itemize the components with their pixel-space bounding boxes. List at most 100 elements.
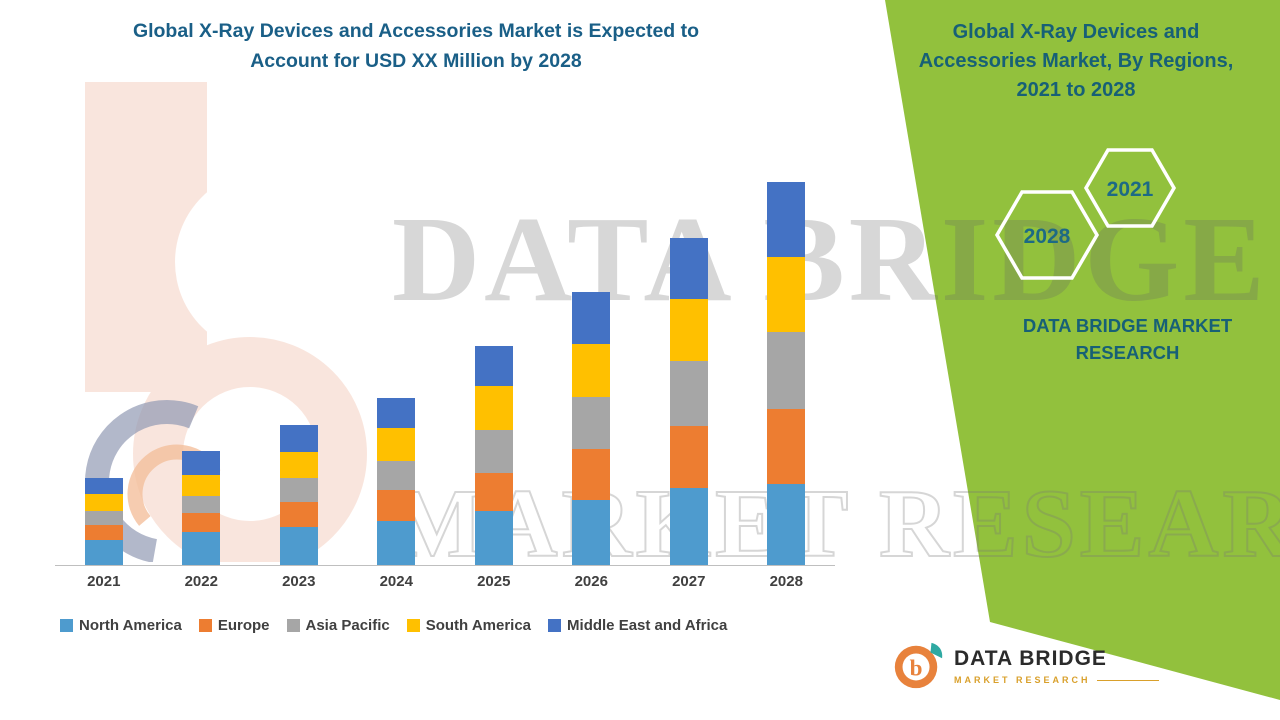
segment-2022-north-america (182, 532, 221, 565)
stacked-bar-2026 (572, 291, 611, 565)
logo-inner-circle (902, 653, 930, 681)
bar-column-2026 (543, 180, 641, 565)
segment-2024-middle-east-and-africa (377, 397, 416, 429)
legend-swatch-asia-pacific (286, 619, 300, 632)
watermark-text-line1: DATA BRIDGE (392, 192, 1269, 327)
x-tick-2023: 2023 (282, 573, 316, 590)
watermark-navy-swirl (85, 400, 249, 562)
watermark-logo-icon (85, 82, 367, 562)
x-tick-2024: 2024 (379, 573, 413, 590)
segment-2026-europe (572, 449, 611, 500)
bar-column-2021 (55, 180, 153, 565)
x-tick-2026: 2026 (574, 573, 608, 590)
footer-logo: b DATA BRIDGE MARKET RESEARCH (890, 638, 1159, 694)
stacked-bar-2024 (377, 397, 416, 565)
segment-2027-asia-pacific (669, 360, 708, 427)
x-tick-2028: 2028 (769, 573, 803, 590)
segment-2025-middle-east-and-africa (474, 345, 513, 386)
legend-label-middle-east-and-africa: Middle East and Africa (567, 617, 728, 634)
logo-b-glyph: b (910, 656, 923, 682)
segment-2026-asia-pacific (572, 397, 611, 450)
segment-2027-middle-east-and-africa (669, 237, 708, 300)
x-tick-2027: 2027 (672, 573, 706, 590)
side-panel-title-line3: 2021 to 2028 (1016, 79, 1136, 101)
x-tick-2021: 2021 (87, 573, 121, 590)
legend-swatch-south-america (406, 619, 420, 632)
x-tick-2025: 2025 (477, 573, 511, 590)
stacked-bar-2021 (84, 478, 123, 565)
legend-item-asia-pacific: Asia Pacific (286, 617, 390, 634)
data-bridge-logo-icon: b (894, 642, 943, 689)
stacked-bar-2023 (279, 424, 318, 565)
x-axis: 2021 2022 2023 2024 2025 2026 2027 2028 (55, 573, 835, 590)
hexagon-2021 (1083, 148, 1177, 228)
segment-2024-north-america (377, 520, 416, 565)
segment-2022-middle-east-and-africa (182, 451, 221, 475)
segment-2028-middle-east-and-africa (767, 181, 806, 257)
bar-column-2027 (640, 180, 738, 565)
segment-2023-europe (279, 501, 318, 527)
chart-title-line1: Global X-Ray Devices and Accessories Mar… (132, 20, 700, 42)
bar-column-2025 (445, 180, 543, 565)
segment-2022-asia-pacific (182, 495, 221, 514)
stacked-bar-2022 (182, 451, 221, 565)
segment-2025-south-america (474, 385, 513, 431)
segment-2022-europe (182, 513, 221, 533)
stacked-bar-2027 (669, 237, 708, 565)
segment-2024-europe (377, 489, 416, 521)
green-panel-shape (885, 0, 1280, 700)
segment-2026-north-america (572, 499, 611, 565)
segment-2021-north-america (84, 540, 123, 565)
segment-2026-south-america (572, 343, 611, 398)
watermark-b-bowl (133, 337, 367, 562)
hexagon-year-2021: 2021 (1107, 178, 1154, 201)
segment-2021-asia-pacific (84, 511, 123, 525)
segment-2027-europe (669, 426, 708, 488)
side-panel-title: Global X-Ray Devices and Accessories Mar… (898, 18, 1254, 105)
segment-2023-middle-east-and-africa (279, 424, 318, 452)
segment-2027-south-america (669, 299, 708, 361)
legend-swatch-europe (198, 619, 212, 632)
segment-2027-north-america (669, 488, 708, 565)
segment-2028-europe (767, 409, 806, 485)
panel-brand-text: DATA BRIDGE MARKET RESEARCH (1000, 312, 1255, 366)
watermark-b-notch (175, 170, 359, 354)
side-panel-title-line2: Accessories Market, By Regions, (918, 50, 1234, 72)
segment-2022-south-america (182, 474, 221, 496)
chart-title-line2: Account for USD XX Million by 2028 (250, 50, 582, 72)
legend-item-north-america: North America (60, 617, 182, 634)
bar-column-2024 (348, 180, 446, 565)
legend-label-north-america: North America (79, 617, 182, 634)
legend: North America Europe Asia Pacific South Ame… (60, 617, 850, 634)
segment-2026-middle-east-and-africa (572, 291, 611, 344)
footer-subtext: MARKET RESEARCH (954, 675, 1091, 685)
bar-column-2022 (153, 180, 251, 565)
hexagon-badges: 2028 2021 (994, 148, 1177, 280)
stacked-bar-2028 (767, 181, 806, 565)
footer-subrow: MARKET RESEARCH (954, 675, 1159, 685)
x-tick-2022: 2022 (184, 573, 218, 590)
side-panel-title-line1: Global X-Ray Devices and (952, 21, 1200, 43)
panel-brand-line2: RESEARCH (1075, 342, 1180, 363)
legend-label-europe: Europe (217, 617, 270, 634)
segment-2021-middle-east-and-africa (84, 478, 123, 494)
segment-2025-europe (474, 472, 513, 512)
legend-item-south-america: South America (406, 617, 531, 634)
segment-2021-europe (84, 524, 123, 540)
footer-gold-rule (1096, 679, 1159, 681)
segment-2025-north-america (474, 511, 513, 565)
segment-2024-asia-pacific (377, 461, 416, 490)
segment-2021-south-america (84, 493, 123, 512)
segment-2023-asia-pacific (279, 478, 318, 502)
panel-brand-line1: DATA BRIDGE MARKET (1022, 315, 1233, 336)
legend-item-europe: Europe (198, 617, 270, 634)
hexagon-year-2028: 2028 (1024, 225, 1071, 248)
footer-logo-text: DATA BRIDGE MARKET RESEARCH (954, 647, 1159, 685)
watermark-text-line2: MARKET RESEARCH (391, 469, 1280, 578)
chart-plot (55, 180, 835, 566)
segment-2023-north-america (279, 526, 318, 565)
chart-title: Global X-Ray Devices and Accessories Mar… (70, 16, 762, 76)
hexagon-2028 (994, 190, 1100, 280)
